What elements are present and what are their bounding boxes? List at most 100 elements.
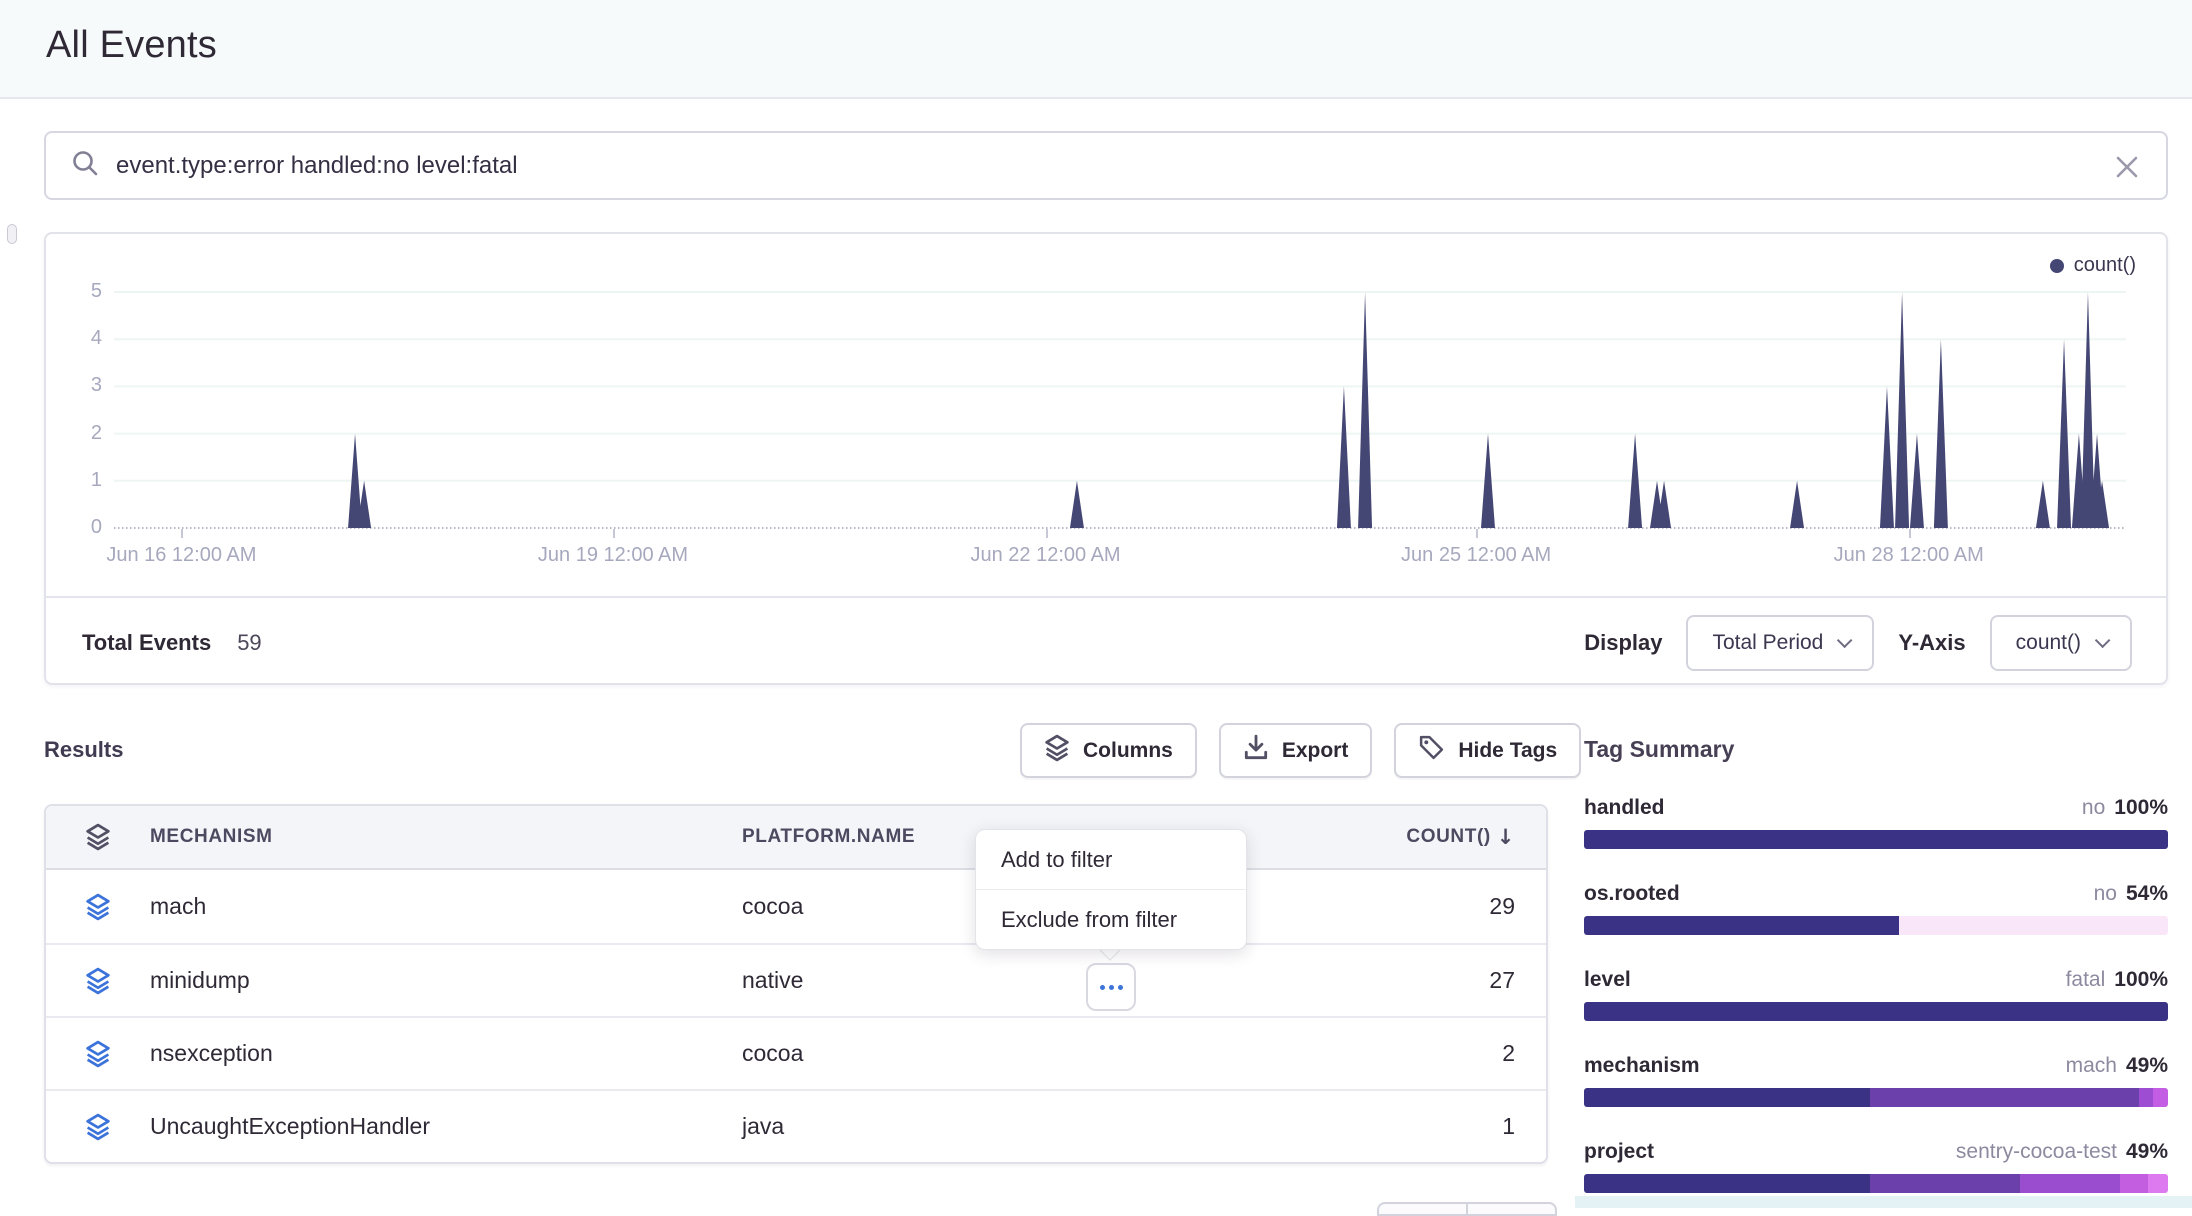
chart-svg xyxy=(114,292,2126,528)
tag-row[interactable]: projectsentry-cocoa-test49% xyxy=(1584,1140,2168,1193)
pagination-buttons[interactable] xyxy=(1377,1202,1557,1216)
x-axis-tick xyxy=(1046,529,1048,538)
results-heading: Results xyxy=(44,737,123,763)
tag-row[interactable]: levelfatal100% xyxy=(1584,968,2168,1021)
tag-name: level xyxy=(1584,968,1631,992)
x-axis-tick-label: Jun 28 12:00 AM xyxy=(1779,544,2039,567)
display-dropdown[interactable]: Total Period xyxy=(1686,615,1874,671)
cell-platform[interactable]: cocoa xyxy=(742,1040,1336,1067)
table-header-row: MECHANISM PLATFORM.NAME COUNT() ↓ xyxy=(46,806,1546,870)
table-row[interactable]: nsexceptioncocoa2 xyxy=(46,1016,1546,1089)
tag-bar-segment xyxy=(1584,916,1899,935)
export-button-label: Export xyxy=(1282,739,1349,763)
tag-icon xyxy=(1418,734,1445,767)
search-icon xyxy=(70,148,100,183)
next-page-button[interactable] xyxy=(1466,1204,1555,1214)
chart-spike xyxy=(2036,481,2050,528)
x-axis-tick-label: Jun 22 12:00 AM xyxy=(916,544,1176,567)
chart-footer: Total Events 59 Display Total Period Y-A… xyxy=(46,596,2166,687)
cell-actions-button[interactable] xyxy=(1086,963,1136,1011)
cell-count[interactable]: 27 xyxy=(1336,967,1546,994)
cell-count[interactable]: 29 xyxy=(1336,893,1546,920)
layers-icon xyxy=(46,1113,150,1141)
table-row[interactable]: minidumpnative27 xyxy=(46,943,1546,1016)
download-icon xyxy=(1243,734,1269,768)
cell-mechanism[interactable]: nsexception xyxy=(150,1040,742,1067)
y-axis-tick-label: 2 xyxy=(56,422,102,445)
total-events-value: 59 xyxy=(237,630,261,656)
chevron-down-icon xyxy=(2095,633,2111,649)
chart-legend[interactable]: count() xyxy=(2050,254,2136,277)
search-bar[interactable] xyxy=(44,131,2168,200)
chart-spike xyxy=(1790,481,1804,528)
tag-percent: 49% xyxy=(2126,1054,2168,1078)
prev-page-button[interactable] xyxy=(1379,1204,1466,1214)
tag-name: os.rooted xyxy=(1584,882,1680,906)
cell-platform[interactable]: native xyxy=(742,967,1336,994)
columns-button-label: Columns xyxy=(1083,739,1173,763)
y-axis-tick-label: 0 xyxy=(56,516,102,539)
ellipsis-icon xyxy=(1100,985,1105,990)
tag-summary-heading: Tag Summary xyxy=(1584,736,2168,763)
tag-bar-segment xyxy=(1584,1088,1870,1107)
yaxis-dropdown[interactable]: count() xyxy=(1990,615,2132,671)
tag-percent: 100% xyxy=(2114,968,2168,992)
display-label: Display xyxy=(1584,630,1662,656)
tag-row[interactable]: os.rootedno54% xyxy=(1584,882,2168,935)
hide-tags-button[interactable]: Hide Tags xyxy=(1394,723,1581,778)
table-row[interactable]: UncaughtExceptionHandlerjava1 xyxy=(46,1089,1546,1162)
column-header-count[interactable]: COUNT() ↓ xyxy=(1336,825,1546,849)
sidebar-drag-handle[interactable] xyxy=(7,224,17,244)
tag-distribution-bar[interactable] xyxy=(1584,1002,2168,1021)
tag-bar-segment xyxy=(1870,1088,2139,1107)
cell-platform[interactable]: java xyxy=(742,1113,1336,1140)
display-dropdown-value: Total Period xyxy=(1712,631,1823,655)
column-header-mechanism[interactable]: MECHANISM xyxy=(150,826,742,848)
export-button[interactable]: Export xyxy=(1219,723,1373,778)
tag-bar-segment xyxy=(2139,1088,2154,1107)
x-axis-tick xyxy=(613,529,615,538)
tag-name: mechanism xyxy=(1584,1054,1700,1078)
tag-distribution-bar[interactable] xyxy=(1584,1088,2168,1107)
x-axis-tick-label: Jun 19 12:00 AM xyxy=(483,544,743,567)
events-chart[interactable]: 012345Jun 16 12:00 AMJun 19 12:00 AMJun … xyxy=(114,292,2126,528)
columns-button[interactable]: Columns xyxy=(1020,723,1197,778)
cell-mechanism[interactable]: UncaughtExceptionHandler xyxy=(150,1113,742,1140)
cell-mechanism[interactable]: minidump xyxy=(150,967,742,994)
tag-distribution-bar[interactable] xyxy=(1584,830,2168,849)
total-events-label: Total Events xyxy=(82,630,211,656)
close-icon[interactable] xyxy=(2110,150,2144,184)
y-axis-tick-label: 3 xyxy=(56,374,102,397)
tag-bar-segment xyxy=(1870,1174,2020,1193)
legend-label: count() xyxy=(2074,254,2136,277)
chart-spike xyxy=(1358,292,1372,528)
tag-row[interactable]: mechanismmach49% xyxy=(1584,1054,2168,1107)
table-row[interactable]: machcocoa29 xyxy=(46,870,1546,943)
cell-count[interactable]: 1 xyxy=(1336,1113,1546,1140)
tag-distribution-bar[interactable] xyxy=(1584,1174,2168,1193)
tag-top-value: sentry-cocoa-test xyxy=(1956,1140,2117,1164)
menu-item-add-to-filter[interactable]: Add to filter xyxy=(976,830,1246,889)
x-axis-tick-label: Jun 25 12:00 AM xyxy=(1346,544,1606,567)
y-axis-tick-label: 1 xyxy=(56,469,102,492)
menu-item-exclude-from-filter[interactable]: Exclude from filter xyxy=(976,890,1246,949)
layers-icon xyxy=(46,893,150,921)
legend-dot-icon xyxy=(2050,259,2064,273)
results-toolbar: Columns Export Hide Tags xyxy=(1020,723,1581,778)
tag-bar-segment xyxy=(2148,1174,2168,1193)
bottom-cutoff-strip xyxy=(1575,1196,2192,1208)
chevron-down-icon xyxy=(1837,633,1853,649)
tag-name: handled xyxy=(1584,796,1665,820)
search-input[interactable] xyxy=(116,152,2166,180)
x-axis-tick xyxy=(1476,529,1478,538)
tag-row[interactable]: handledno100% xyxy=(1584,796,2168,849)
yaxis-dropdown-value: count() xyxy=(2016,631,2081,655)
tag-name: project xyxy=(1584,1140,1654,1164)
tag-bar-segment xyxy=(1584,1174,1870,1193)
tag-distribution-bar[interactable] xyxy=(1584,916,2168,935)
layers-icon xyxy=(46,967,150,995)
y-axis-tick-label: 4 xyxy=(56,327,102,350)
cell-mechanism[interactable]: mach xyxy=(150,893,742,920)
cell-count[interactable]: 2 xyxy=(1336,1040,1546,1067)
tag-percent: 100% xyxy=(2114,796,2168,820)
